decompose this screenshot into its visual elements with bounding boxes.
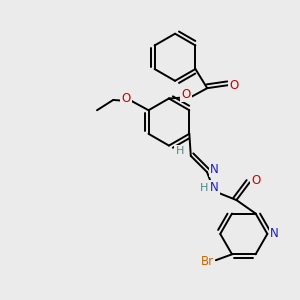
Text: O: O <box>181 88 190 101</box>
Text: H: H <box>176 146 184 157</box>
Text: N: N <box>210 181 219 194</box>
Text: O: O <box>121 92 130 105</box>
Text: O: O <box>251 174 261 188</box>
Text: O: O <box>230 79 239 92</box>
Text: N: N <box>210 163 219 176</box>
Text: H: H <box>200 183 208 193</box>
Text: Br: Br <box>201 255 214 268</box>
Text: N: N <box>270 227 279 240</box>
